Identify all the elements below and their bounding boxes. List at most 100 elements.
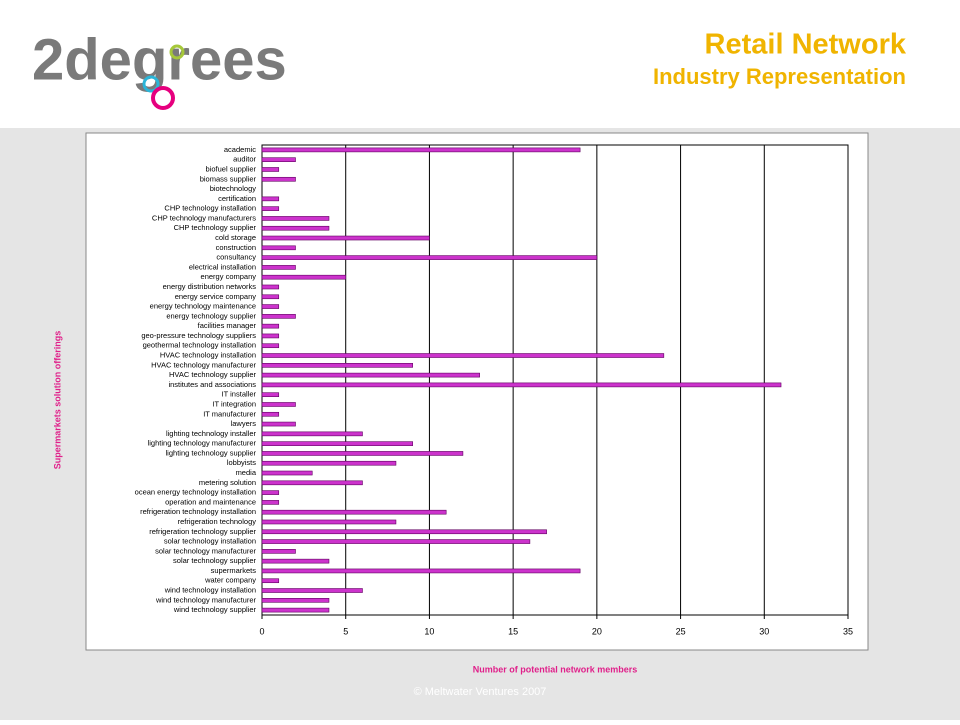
bar bbox=[261, 196, 280, 202]
y-tick-label: CHP technology manufacturers bbox=[152, 213, 256, 222]
y-tick-label: cold storage bbox=[215, 233, 256, 242]
y-tick-label: refrigeration technology installation bbox=[140, 507, 256, 516]
y-tick-label: biofuel supplier bbox=[206, 164, 257, 173]
y-tick-label: solar technology supplier bbox=[173, 556, 256, 565]
y-tick-label: construction bbox=[216, 243, 256, 252]
bar bbox=[261, 294, 280, 300]
logo: 2degrees bbox=[32, 27, 287, 110]
bar bbox=[261, 490, 280, 495]
bar bbox=[261, 480, 363, 486]
bar bbox=[261, 255, 598, 260]
bar bbox=[261, 392, 280, 397]
y-tick-label: lighting technology installer bbox=[166, 429, 257, 438]
bar bbox=[261, 460, 397, 466]
y-tick-label: electrical installation bbox=[189, 262, 256, 271]
bar bbox=[261, 598, 330, 603]
y-tick-label: IT installer bbox=[222, 390, 257, 399]
y-tick-label: lawyers bbox=[231, 419, 257, 428]
y-tick-label: HVAC technology supplier bbox=[169, 370, 256, 379]
x-tick-label: 5 bbox=[343, 626, 348, 636]
y-tick-label: CHP technology installation bbox=[164, 204, 256, 213]
logo-dot bbox=[151, 86, 175, 110]
bar bbox=[261, 363, 413, 368]
bar bbox=[261, 176, 296, 182]
bar bbox=[261, 568, 581, 574]
y-tick-label: consultancy bbox=[216, 253, 256, 262]
bar bbox=[261, 372, 480, 378]
y-tick-label: lighting technology manufacturer bbox=[148, 439, 257, 448]
bar bbox=[261, 539, 531, 544]
bar bbox=[261, 558, 330, 564]
subtitle: Industry Representation bbox=[653, 64, 906, 89]
bar bbox=[261, 167, 280, 172]
bar bbox=[261, 284, 280, 290]
y-tick-label: facilities manager bbox=[198, 321, 257, 330]
bar bbox=[261, 411, 280, 417]
y-tick-label: certification bbox=[218, 194, 256, 203]
x-tick-label: 20 bbox=[592, 626, 602, 636]
y-tick-label: geothermal technology installation bbox=[143, 341, 256, 350]
y-axis-label: Supermarkets solution offerings bbox=[52, 331, 62, 470]
y-tick-label: refrigeration technology bbox=[178, 517, 257, 526]
bar bbox=[261, 343, 280, 349]
logo-text: 2degrees bbox=[32, 27, 287, 92]
logo-dot bbox=[142, 75, 160, 93]
bar bbox=[261, 225, 330, 231]
x-axis-label: Number of potential network members bbox=[473, 664, 638, 674]
bar bbox=[261, 421, 296, 427]
y-tick-label: supermarkets bbox=[211, 566, 257, 575]
y-tick-label: solar technology manufacturer bbox=[155, 546, 256, 555]
x-tick-label: 10 bbox=[424, 626, 434, 636]
bar bbox=[261, 206, 280, 211]
x-tick-label: 0 bbox=[259, 626, 264, 636]
bar bbox=[261, 382, 782, 388]
y-tick-label: IT integration bbox=[212, 399, 256, 408]
y-tick-label: lobbyists bbox=[227, 458, 256, 467]
bar bbox=[261, 509, 447, 515]
y-tick-label: HVAC technology manufacturer bbox=[151, 360, 256, 369]
x-tick-label: 30 bbox=[759, 626, 769, 636]
y-tick-label: metering solution bbox=[199, 478, 256, 487]
bar bbox=[261, 500, 280, 505]
bar bbox=[261, 147, 581, 153]
bar bbox=[261, 235, 430, 241]
y-tick-label: lighting technology supplier bbox=[166, 448, 257, 457]
bar bbox=[261, 333, 280, 339]
y-tick-label: biotechnology bbox=[210, 184, 257, 193]
y-tick-label: water company bbox=[204, 576, 256, 585]
bar bbox=[261, 470, 313, 476]
bar bbox=[261, 431, 363, 437]
bar bbox=[261, 245, 296, 251]
bar bbox=[261, 314, 296, 319]
plot-area bbox=[261, 144, 849, 616]
y-tick-label: academic bbox=[224, 145, 256, 154]
bar bbox=[261, 304, 280, 309]
y-tick-label: energy company bbox=[201, 272, 257, 281]
bar bbox=[261, 441, 413, 446]
y-tick-label: energy technology supplier bbox=[166, 311, 256, 320]
y-tick-label: auditor bbox=[233, 155, 256, 164]
bar bbox=[261, 588, 363, 593]
bar bbox=[261, 402, 296, 407]
x-tick-label: 35 bbox=[843, 626, 853, 636]
footer: © Meltwater Ventures 2007 bbox=[414, 686, 547, 698]
y-tick-label: wind technology manufacturer bbox=[155, 595, 257, 604]
y-tick-label: energy service company bbox=[175, 292, 257, 301]
y-tick-label: wind technology installation bbox=[164, 586, 256, 595]
y-tick-label: IT manufacturer bbox=[203, 409, 256, 418]
y-tick-label: geo-pressure technology suppliers bbox=[141, 331, 256, 340]
y-tick-label: HVAC technology installation bbox=[160, 351, 256, 360]
y-tick-label: biomass supplier bbox=[200, 174, 257, 183]
bar bbox=[261, 451, 464, 456]
title: Retail Network bbox=[705, 29, 907, 61]
y-tick-label: energy technology maintenance bbox=[150, 302, 256, 311]
x-tick-label: 25 bbox=[676, 626, 686, 636]
bar bbox=[261, 578, 280, 584]
y-tick-label: media bbox=[236, 468, 257, 477]
x-tick-label: 15 bbox=[508, 626, 518, 636]
y-tick-label: operation and maintenance bbox=[165, 497, 256, 506]
y-tick-label: solar technology installation bbox=[164, 537, 256, 546]
y-tick-label: institutes and associations bbox=[168, 380, 256, 389]
